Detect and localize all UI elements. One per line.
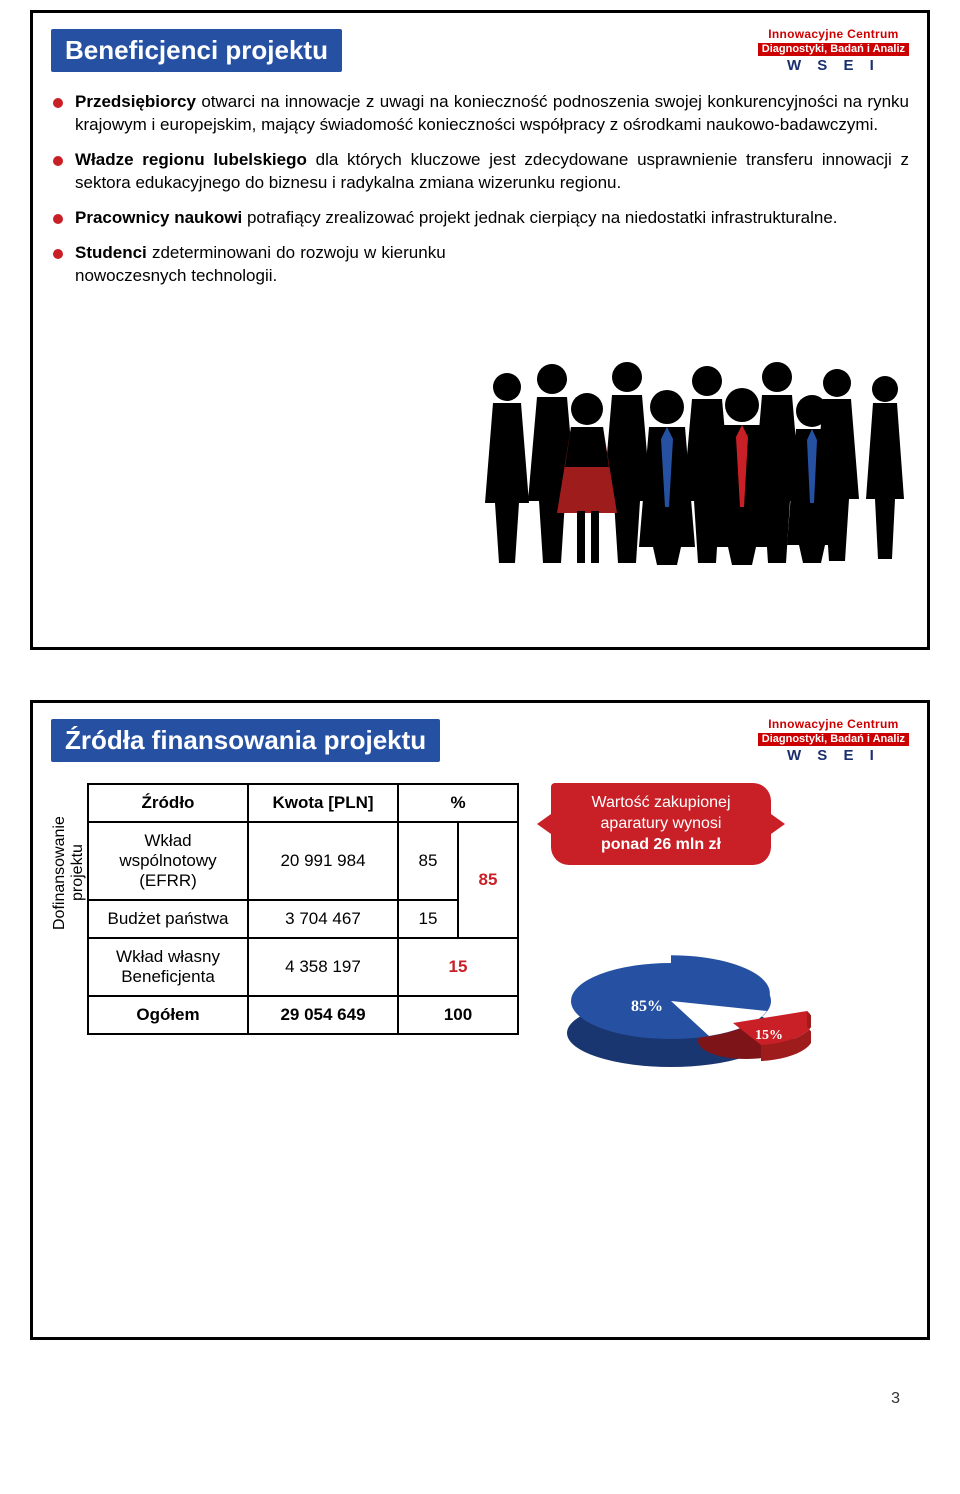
- logo-line2: Diagnostyki, Badań i Analiz: [758, 43, 909, 56]
- logo-wsei: W S E I: [758, 58, 909, 73]
- bullet-bold: Pracownicy naukowi: [75, 208, 242, 227]
- pie-chart: 85% 15%: [551, 883, 811, 1093]
- slide2-header: Źródła finansowania projektu Innowacyjne…: [51, 718, 909, 763]
- cell-source: Ogółem: [88, 996, 248, 1034]
- slide-beneficiaries: Beneficjenci projektu Innowacyjne Centru…: [30, 10, 930, 650]
- logo-line1: Innowacyjne Centrum: [758, 718, 909, 730]
- cell-source: Wkład własny Beneficjenta: [88, 938, 248, 996]
- slide-financing: Źródła finansowania projektu Innowacyjne…: [30, 700, 930, 1340]
- cell-amount: 3 704 467: [248, 900, 398, 938]
- cell-amount: 4 358 197: [248, 938, 398, 996]
- callout-line2: aparatury wynosi: [601, 815, 722, 832]
- cell-amount: 20 991 984: [248, 822, 398, 900]
- cell-amount: 29 054 649: [248, 996, 398, 1034]
- bullet-text: otwarci na innowacje z uwagi na konieczn…: [75, 92, 909, 134]
- th-percent: %: [398, 784, 518, 822]
- vertical-label: Dofinansowanie projektu: [51, 783, 87, 963]
- list-item: Przedsiębiorcy otwarci na innowacje z uw…: [51, 91, 909, 137]
- table-row: Ogółem 29 054 649 100: [88, 996, 518, 1034]
- logo-wsei: W S E I: [758, 748, 909, 763]
- slide2-title: Źródła finansowania projektu: [51, 719, 440, 762]
- bullet-list: Przedsiębiorcy otwarci na innowacje z uw…: [51, 91, 909, 288]
- cell-pct: 15: [398, 900, 458, 938]
- slide1-title: Beneficjenci projektu: [51, 29, 342, 72]
- list-item: Studenci zdeterminowani do ro­zwoju w ki…: [51, 242, 446, 288]
- cell-pct: 100: [398, 996, 518, 1034]
- logo-line1: Innowacyjne Centrum: [758, 28, 909, 40]
- bullet-bold: Studenci: [75, 243, 147, 262]
- financing-body: Dofinansowanie projektu Źródło Kwota [PL…: [51, 783, 909, 1093]
- slide1-header: Beneficjenci projektu Innowacyjne Centru…: [51, 28, 909, 73]
- callout-box: Wartość zakupionej aparatury wynosi pona…: [551, 783, 771, 865]
- table-row: Wkład wspólnotowy (EFRR) 20 991 984 85 8…: [88, 822, 518, 900]
- page-number: 3: [30, 1390, 930, 1408]
- list-item: Władze regionu lubelskiego dla których k…: [51, 149, 909, 195]
- bullet-bold: Władze regionu lubelskiego: [75, 150, 307, 169]
- callout-line1: Wartość zakupionej: [591, 794, 730, 811]
- table-row: Wkład własny Beneficjenta 4 358 197 15: [88, 938, 518, 996]
- logo-line2: Diagnostyki, Badań i Analiz: [758, 733, 909, 746]
- cell-pct: 85: [398, 822, 458, 900]
- cell-group-pct: 85: [458, 822, 518, 938]
- callout-bold: ponad 26 mln zł: [601, 836, 721, 853]
- logo: Innowacyjne Centrum Diagnostyki, Badań i…: [758, 718, 909, 763]
- th-amount: Kwota [PLN]: [248, 784, 398, 822]
- table-row: Budżet państwa 3 704 467 15: [88, 900, 518, 938]
- list-item: Pracownicy naukowi potrafiący zrealizowa…: [51, 207, 909, 230]
- th-source: Źródło: [88, 784, 248, 822]
- pie-label-15: 15%: [755, 1028, 783, 1043]
- financing-table: Źródło Kwota [PLN] % Wkład wspólnotowy (…: [87, 783, 519, 1035]
- pie-label-85: 85%: [631, 998, 663, 1015]
- bullet-text: potrafiący zrealizować projekt jednak ci…: [242, 208, 837, 227]
- cell-pct: 15: [398, 938, 518, 996]
- cell-source: Wkład wspólnotowy (EFRR): [88, 822, 248, 900]
- people-silhouette-icon: [477, 357, 907, 567]
- cell-source: Budżet państwa: [88, 900, 248, 938]
- logo: Innowacyjne Centrum Diagnostyki, Badań i…: [758, 28, 909, 73]
- table-row: Źródło Kwota [PLN] %: [88, 784, 518, 822]
- bullet-bold: Przedsiębiorcy: [75, 92, 196, 111]
